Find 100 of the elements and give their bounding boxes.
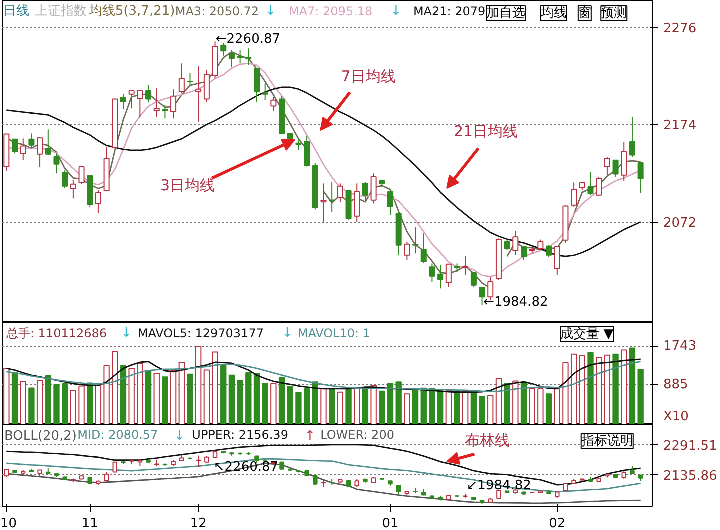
line-series [6,458,642,493]
candlestick [70,180,76,200]
candlestick [228,50,235,68]
candlestick [320,183,327,223]
x-tick-label: 02 [549,516,566,530]
annotation: ←2260.87 [216,32,281,47]
annotation: 预测 [601,6,628,21]
annotation: ↓ [121,326,132,341]
y-tick-label: 2276 [664,21,697,36]
text: MAVOL10: 1 [298,326,371,340]
y-tick-label: 2291.51 [664,438,718,454]
candlestick [588,172,594,196]
y-tick-label: X10 [664,410,689,424]
y-tick-label: 1743 [664,339,697,354]
candlestick [404,242,410,261]
candlestick [638,162,644,194]
x-tick-label: 12 [190,516,207,530]
candlestick [296,138,302,152]
candlestick [337,183,344,203]
candlestick [604,156,610,176]
text: LOWER: 200 [320,428,394,442]
x-tick-label: 01 [382,516,399,530]
candlestick [596,176,602,197]
candlestick [28,133,35,150]
candlestick [554,246,560,276]
candlestick [12,138,18,154]
candlestick [420,233,427,264]
x-tick-label: 10 [0,516,18,530]
candlestick [446,264,452,288]
candlestick [504,240,510,251]
candlestick [170,89,177,120]
candlestick [412,226,419,254]
candlestick [387,191,394,216]
candlestick [112,462,118,473]
candlestick [104,472,110,482]
annotation: ↑ [304,429,316,444]
candlestick [438,264,444,290]
annotation: 布林线 [464,431,510,450]
candlestick [329,182,336,213]
candlestick [629,116,636,158]
text: MA3: 2050.72 [175,4,260,18]
candlestick [45,129,52,156]
candlestick [270,96,277,112]
candlestick [546,244,552,258]
candlestick [262,83,268,101]
candlestick [120,94,126,110]
candlestick [37,136,44,168]
y-tick-label: 2135.86 [664,468,718,484]
candlestick [137,90,144,118]
annotation: 3日均线 [160,176,216,194]
series-label: 总手: 110112686 [5,326,108,340]
annotation: BOLL(20,2) [4,429,77,444]
annotation: 上证指数 [35,4,88,19]
candlestick [462,256,469,276]
text: MID: 2080.57 [78,428,158,442]
candlestick [54,153,60,174]
candlestick [571,182,578,208]
candlestick [521,246,528,261]
annotation: ←1984.82 [484,295,548,310]
candlestick [20,138,26,161]
candlestick [62,170,68,190]
candlestick [78,166,85,185]
candlestick [429,263,436,282]
candlestick [621,142,628,182]
y-tick-label: 2072 [664,216,697,232]
series-label: UPPER: 2156.39 [192,428,288,442]
text: MA21: 2079 [413,4,486,18]
annotation: 窗 [578,5,592,21]
candlestick [196,66,202,122]
text: MA7: 2095.18 [288,4,373,18]
annotation: 21日均线 [454,122,518,140]
candlestick [146,84,152,102]
candlestick [246,48,252,66]
candlestick [304,136,310,168]
candlestick [362,182,368,201]
series-label: MAVOL5: 129703177 [138,326,264,340]
candlestick [370,173,377,204]
candlestick [154,88,160,118]
candlestick [479,286,486,306]
candlestick [187,72,194,86]
annotation: ↓ [282,326,293,341]
annotation: 加自选 [486,6,526,21]
x-tick-label: 11 [82,516,98,530]
annotation: ↓ [390,4,402,19]
candlestick [470,272,477,288]
y-tick-label: 2174 [664,118,697,134]
annotation: ↓ [174,429,186,444]
candlestick [512,230,519,256]
y-tick-label: 885 [664,377,688,392]
annotation: 均线5(3,7,21) [88,4,176,19]
candlestick [128,90,135,110]
annotation: ↓ [265,4,276,19]
annotation: 7日均线 [341,68,396,86]
candlestick [538,239,544,251]
candlestick [612,160,619,178]
annotation: 成交量 ▼ [560,326,614,342]
annotation: 日线 [3,4,30,19]
candlestick [178,63,185,94]
candlestick [220,42,227,56]
candlestick [162,104,168,120]
